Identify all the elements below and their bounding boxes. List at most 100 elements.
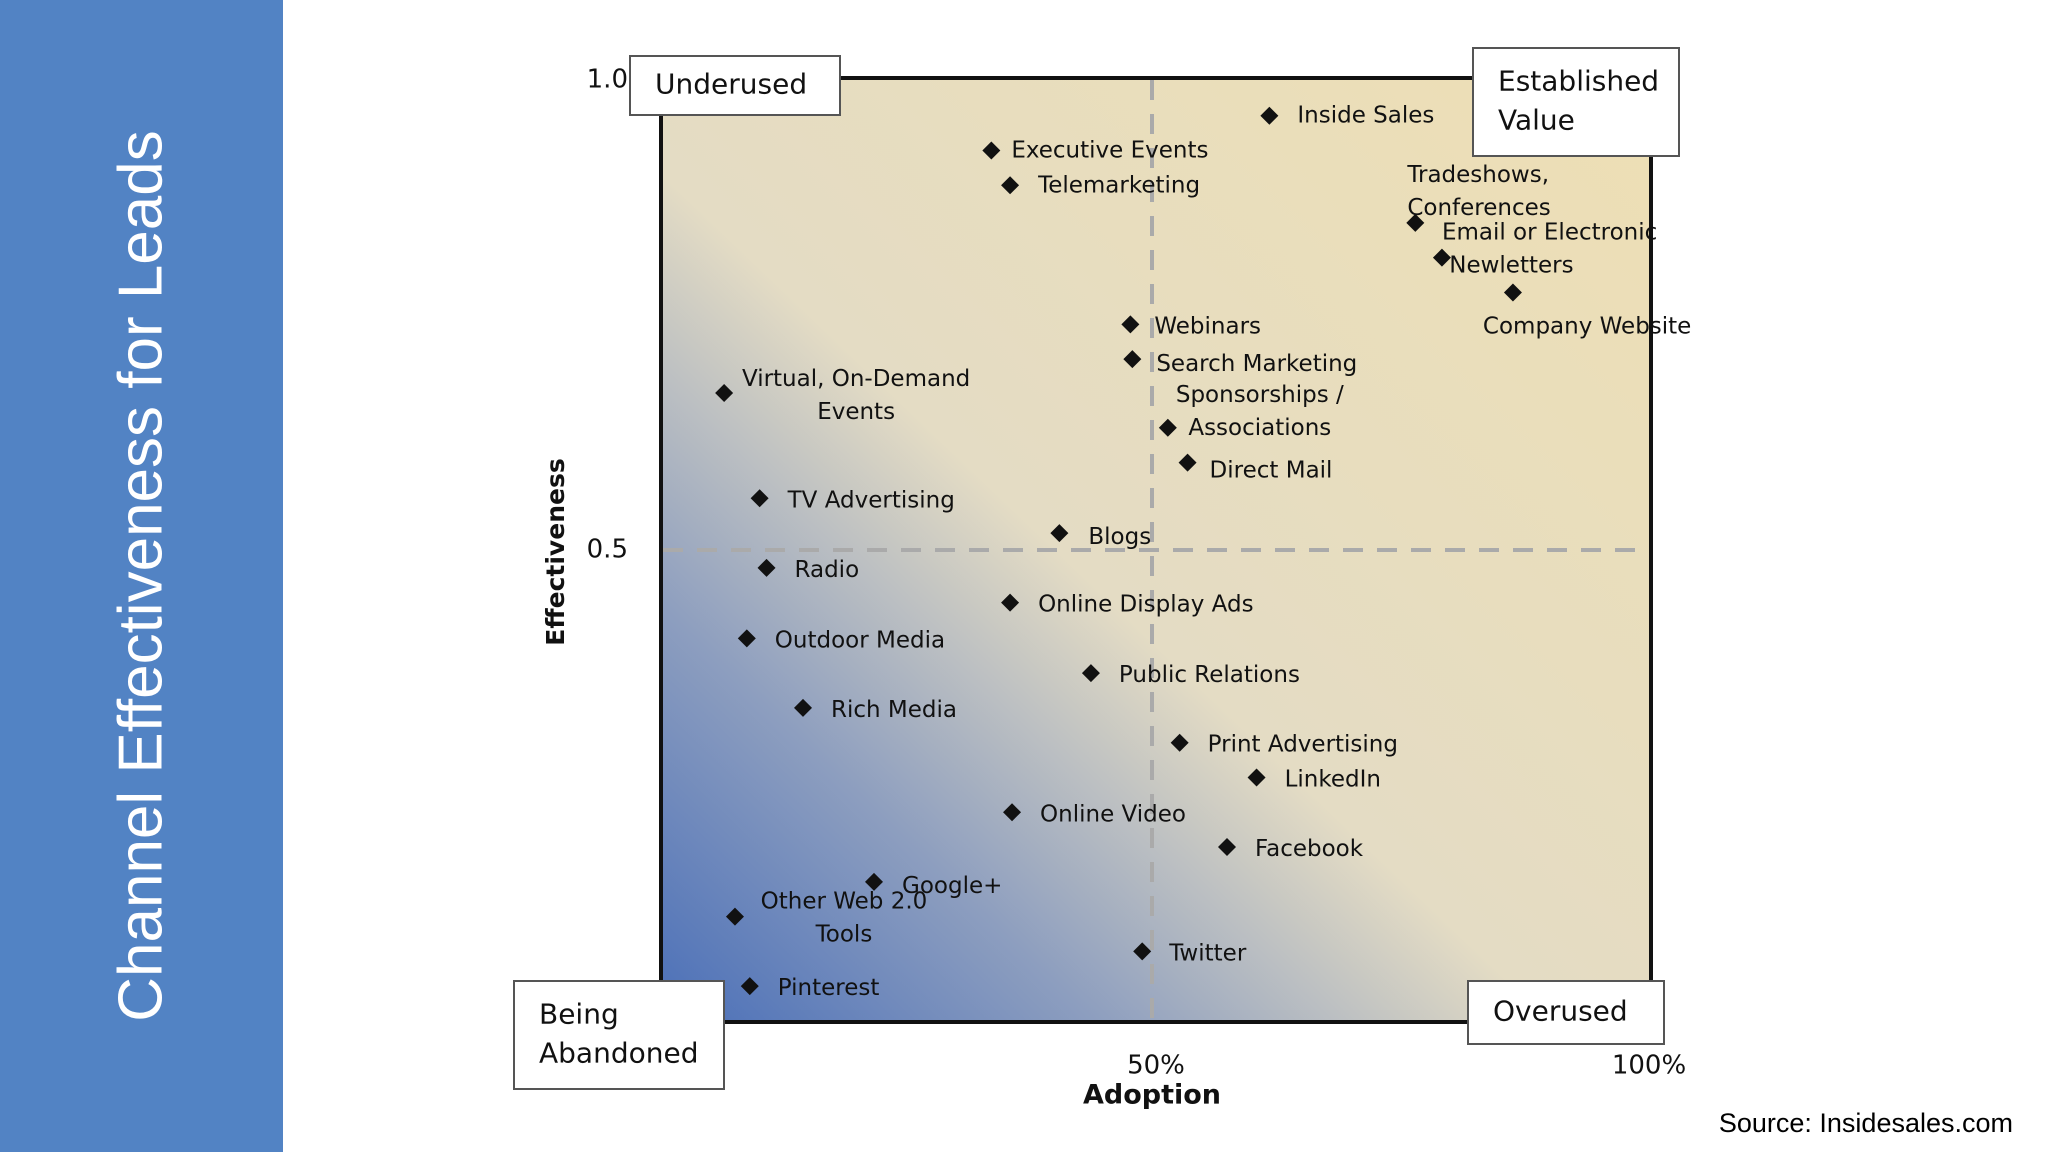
quadrant-text: Being Abandoned xyxy=(539,998,698,1070)
point-marker xyxy=(1003,803,1022,822)
point-marker xyxy=(750,489,769,508)
point-label: Outdoor Media xyxy=(775,627,945,653)
point-marker xyxy=(1247,768,1266,787)
x-tick-label: 50% xyxy=(1127,1051,1185,1081)
point-direct-mail: Direct Mail xyxy=(1178,453,1333,483)
point-label: Sponsorships / Associations xyxy=(1176,381,1344,440)
point-marker xyxy=(1217,838,1236,857)
point-label: Radio xyxy=(795,556,860,582)
quadrant-label-overused: Overused xyxy=(1467,980,1665,1045)
point-label: Google+ xyxy=(902,872,1002,898)
point-public-relations: Public Relations xyxy=(1081,662,1300,688)
point-twitter: Twitter xyxy=(1133,940,1247,966)
point-marker xyxy=(1123,350,1142,369)
point-marker xyxy=(1158,418,1177,437)
point-marker xyxy=(1121,315,1140,334)
point-marker xyxy=(1178,453,1197,472)
point-pinterest: Pinterest xyxy=(740,975,880,1001)
point-marker xyxy=(1432,248,1451,267)
point-marker xyxy=(1133,942,1152,961)
quadrant-box xyxy=(629,55,841,116)
point-label: Rich Media xyxy=(831,696,957,722)
point-blogs: Blogs xyxy=(1050,524,1151,550)
point-label: Twitter xyxy=(1168,940,1247,966)
point-marker xyxy=(1001,176,1020,195)
quadrant-text: Overused xyxy=(1493,995,1628,1028)
point-marker xyxy=(737,629,756,648)
point-marker xyxy=(1001,593,1020,612)
quadrant-label-being-abandoned: Being Abandoned xyxy=(513,980,725,1090)
point-label: Inside Sales xyxy=(1297,102,1434,128)
y-tick-label: 0.5 xyxy=(587,535,628,565)
point-marker xyxy=(1050,524,1069,543)
quadrant-label-established-value: Established Value xyxy=(1472,47,1680,157)
point-label: Print Advertising xyxy=(1208,731,1398,757)
point-rich-media: Rich Media xyxy=(794,696,957,722)
point-email-or-electronic-newletters: Email or Electronic Newletters xyxy=(1432,219,1657,278)
point-other-web-2-0-tools: Other Web 2.0 Tools xyxy=(725,888,928,947)
point-label: Pinterest xyxy=(778,975,880,1001)
quadrant-label-underused: Underused xyxy=(629,55,841,116)
quadrant-box xyxy=(1467,980,1665,1045)
point-label: Telemarketing xyxy=(1037,172,1200,198)
point-facebook: Facebook xyxy=(1217,836,1364,862)
point-label: Search Marketing xyxy=(1156,351,1357,377)
quadrant-text: Underused xyxy=(655,68,807,101)
point-marker xyxy=(757,558,776,577)
quadrant-text: Established Value xyxy=(1498,65,1659,137)
point-label: Webinars xyxy=(1154,313,1261,339)
point-label: Email or Electronic Newletters xyxy=(1442,219,1657,278)
x-tick-label: 100% xyxy=(1612,1051,1686,1081)
point-tradeshows-conferences: Tradeshows, Conferences xyxy=(1406,161,1551,232)
point-online-video: Online Video xyxy=(1003,801,1186,827)
point-company-website: Company Website xyxy=(1483,283,1691,339)
point-google: Google+ xyxy=(865,872,1002,898)
point-marker xyxy=(1503,283,1522,302)
point-marker xyxy=(1081,664,1100,683)
point-marker xyxy=(1406,213,1425,232)
point-webinars: Webinars xyxy=(1121,313,1261,339)
point-marker xyxy=(865,872,884,891)
x-axis-title: Adoption xyxy=(1083,1080,1221,1111)
point-sponsorships-associations: Sponsorships / Associations xyxy=(1158,381,1344,440)
point-marker xyxy=(715,384,734,403)
point-print-advertising: Print Advertising xyxy=(1170,731,1398,757)
point-label: Company Website xyxy=(1483,313,1691,339)
point-label: Blogs xyxy=(1088,524,1151,550)
point-label: Direct Mail xyxy=(1210,457,1333,483)
title-sidebar: Channel Effectiveness for Leads xyxy=(0,0,283,1152)
point-tv-advertising: TV Advertising xyxy=(750,487,955,513)
channel-effectiveness-chart: Inside Sales Executive Events Telemarketin… xyxy=(513,47,1691,1111)
slide-title: Channel Effectiveness for Leads xyxy=(106,130,176,1022)
point-marker xyxy=(1260,106,1279,125)
point-linkedin: LinkedIn xyxy=(1247,766,1381,792)
point-label: Tradeshows, Conferences xyxy=(1406,161,1550,220)
point-label: Other Web 2.0 Tools xyxy=(761,888,928,947)
point-inside-sales: Inside Sales xyxy=(1260,102,1434,128)
point-label: Public Relations xyxy=(1119,662,1300,688)
point-search-marketing: Search Marketing xyxy=(1123,350,1357,377)
point-label: Online Video xyxy=(1040,801,1186,827)
point-outdoor-media: Outdoor Media xyxy=(737,627,945,653)
point-marker xyxy=(740,977,759,996)
point-label: LinkedIn xyxy=(1285,766,1381,792)
quadrant-box xyxy=(1472,47,1680,157)
point-label: Online Display Ads xyxy=(1038,591,1254,617)
point-virtual-on-demand-events: Virtual, On-Demand Events xyxy=(715,366,970,425)
quadrant-box xyxy=(513,980,725,1090)
point-online-display-ads: Online Display Ads xyxy=(1001,591,1254,617)
point-marker xyxy=(725,907,744,926)
point-marker xyxy=(982,141,1001,160)
point-radio: Radio xyxy=(757,556,860,582)
point-marker xyxy=(1170,733,1189,752)
point-telemarketing: Telemarketing xyxy=(1001,172,1200,198)
y-tick-label: 1.0 xyxy=(587,65,628,95)
point-label: Facebook xyxy=(1255,836,1364,862)
point-label: Executive Events xyxy=(1011,137,1208,163)
source-note: Source: Insidesales.com xyxy=(1718,1108,2013,1138)
point-label: Virtual, On-Demand Events xyxy=(742,366,970,425)
point-marker xyxy=(794,698,813,717)
point-executive-events: Executive Events xyxy=(982,137,1209,163)
y-axis-title: Effectiveness xyxy=(541,458,570,645)
point-label: TV Advertising xyxy=(787,487,955,513)
